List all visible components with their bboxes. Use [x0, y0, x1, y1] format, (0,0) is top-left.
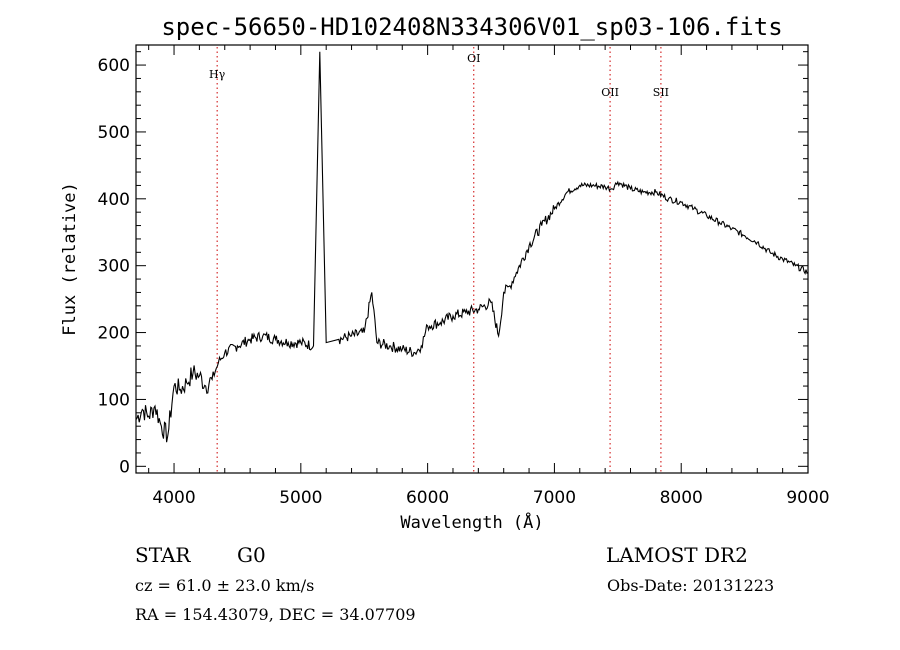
coordinates: RA = 154.43079, DEC = 34.07709: [135, 605, 416, 624]
y-tick-label: 400: [98, 190, 130, 210]
y-tick-label: 200: [98, 324, 130, 344]
redshift-text: cz = 61.0 ± 23.0 km/s: [135, 576, 315, 595]
x-tick-label: 7000: [533, 488, 576, 508]
chart-title: spec-56650-HD102408N334306V01_sp03-106.f…: [161, 13, 782, 41]
x-tick-label: 5000: [279, 488, 322, 508]
y-tick-label: 100: [98, 390, 130, 410]
line-label: OI: [467, 52, 480, 65]
line-label: OII: [601, 86, 619, 99]
emission-lines: Hγ OI OII SII: [209, 47, 669, 473]
line-label: Hγ: [209, 68, 226, 81]
survey-name: LAMOST DR2: [606, 543, 748, 567]
axis-ticks: 4000 5000 6000 7000 8000 9000 0 100 200 300 400 500…: [98, 45, 830, 508]
x-tick-label: 4000: [152, 488, 195, 508]
y-tick-label: 0: [119, 457, 130, 477]
y-tick-label: 300: [98, 257, 130, 277]
y-tick-label: 500: [98, 123, 130, 143]
x-tick-label: 6000: [406, 488, 449, 508]
y-axis-label: Flux (relative): [60, 182, 80, 336]
obs-date: Obs-Date: 20131223: [607, 576, 775, 595]
plot-frame: [135, 44, 809, 474]
subclass: G0: [237, 543, 266, 567]
x-tick-label: 8000: [660, 488, 703, 508]
y-tick-label: 600: [98, 56, 130, 76]
object-class: STAR: [135, 543, 191, 567]
line-label: SII: [653, 86, 669, 99]
x-axis-label: Wavelength (Å): [400, 511, 543, 533]
spectrum-line: [135, 51, 809, 443]
x-tick-label: 9000: [786, 488, 829, 508]
